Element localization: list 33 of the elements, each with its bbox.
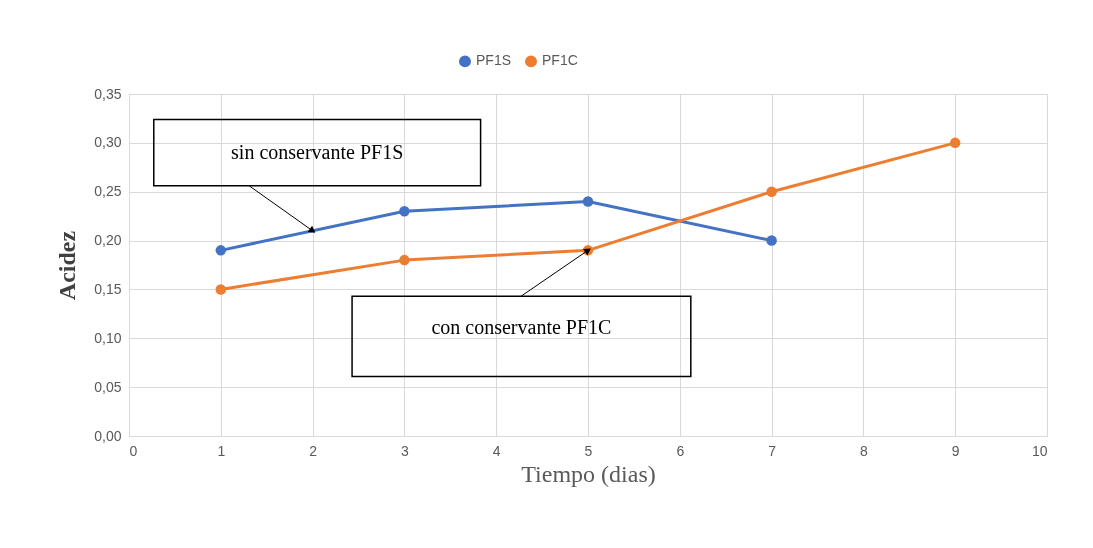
point (766, 235, 777, 246)
x-tick-label: 3 (401, 442, 409, 459)
x-tick-label: 0 (129, 442, 138, 459)
y-axis-title: Acidez (54, 230, 81, 301)
y-tick-label: 0,05 (94, 378, 122, 395)
point (215, 284, 227, 295)
x-tick-label: 6 (676, 442, 685, 459)
x-tick-label: 4 (492, 442, 501, 459)
x-tick-label: 8 (860, 442, 868, 459)
x-tick-label: 1 (217, 442, 226, 459)
x-tick-label: 9 (951, 442, 960, 459)
legend-label: PF1S (476, 52, 512, 69)
y-tick-label: 0,15 (94, 280, 122, 297)
point (215, 245, 227, 256)
x-tick-label: 5 (584, 442, 593, 459)
x-axis-title: Tiempo (dias) (521, 460, 656, 487)
x-tick-label: 2 (309, 442, 318, 459)
point (399, 206, 410, 217)
x-tick-label: 7 (768, 442, 777, 459)
y-tick-label: 0,30 (94, 134, 122, 151)
point (949, 137, 961, 149)
y-tick-label: 0,35 (94, 85, 122, 102)
annotation: sin conservante PF1S (231, 140, 404, 163)
legend-label: PF1C (542, 52, 578, 69)
y-tick-label: 0,10 (94, 329, 122, 346)
annotation: con conservante PF1C (431, 316, 612, 339)
point (766, 186, 777, 197)
x-tick-label: 10 (1031, 442, 1048, 459)
y-tick-label: 0,25 (94, 183, 122, 200)
y-tick-label: 0,00 (94, 427, 122, 444)
point (582, 196, 594, 207)
y-tick-label: 0,20 (94, 232, 122, 249)
point (399, 254, 410, 266)
